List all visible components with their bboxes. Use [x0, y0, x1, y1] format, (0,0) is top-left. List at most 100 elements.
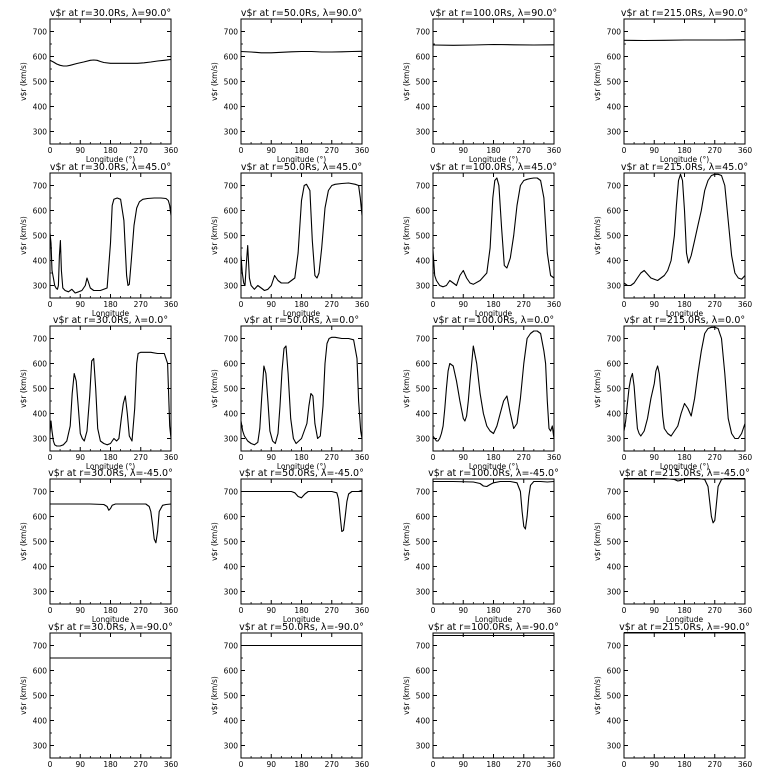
chart-panel: v$r at r=215.0Rs, λ=90.0° 0 90 180 270 360 300… — [593, 8, 752, 164]
y-tick-label: 500 — [607, 538, 622, 547]
series-line — [49, 197, 172, 294]
y-tick-label: 600 — [33, 207, 48, 216]
y-axis-label: v$r (km/s) — [210, 369, 219, 408]
x-tick-label: 270 — [517, 453, 532, 462]
x-tick-label: 180 — [677, 606, 692, 615]
x-tick-label: 90 — [75, 300, 85, 309]
x-tick-label: 90 — [649, 606, 659, 615]
x-tick-label: 90 — [75, 453, 85, 462]
series-line — [240, 336, 363, 446]
y-tick-label: 400 — [224, 717, 239, 726]
x-tick-label: 0 — [239, 606, 244, 615]
x-axis-label: Longitude — [92, 615, 130, 624]
y-tick-label: 300 — [416, 588, 431, 597]
y-tick-label: 600 — [607, 667, 622, 676]
series-line — [432, 43, 555, 46]
x-tick-label: 0 — [431, 453, 436, 462]
chart-title: v$r at r=215.0Rs, λ=0.0° — [624, 315, 745, 326]
x-tick-label: 90 — [266, 300, 276, 309]
chart-panel: v$r at r=100.0Rs, λ=90.0° 0 90 180 270 360 300… — [402, 8, 561, 164]
x-tick-label: 180 — [677, 760, 692, 768]
x-tick-label: 270 — [708, 760, 723, 768]
y-tick-label: 700 — [416, 182, 431, 191]
y-tick-label: 700 — [224, 182, 239, 191]
y-tick-label: 500 — [416, 538, 431, 547]
y-tick-label: 400 — [416, 103, 431, 112]
x-tick-label: 270 — [325, 300, 340, 309]
x-tick-label: 90 — [266, 453, 276, 462]
plot-frame — [49, 325, 172, 452]
y-axis-label: v$r (km/s) — [593, 522, 602, 561]
y-tick-label: 400 — [33, 563, 48, 572]
y-axis-label: v$r (km/s) — [210, 62, 219, 101]
x-tick-label: 90 — [649, 760, 659, 768]
y-axis-label: v$r (km/s) — [19, 676, 28, 715]
x-tick-label: 180 — [294, 453, 309, 462]
y-tick-label: 700 — [416, 28, 431, 37]
y-tick-label: 700 — [224, 642, 239, 651]
x-axis-label: Longitude (°) — [469, 462, 518, 471]
x-tick-label: 270 — [708, 606, 723, 615]
plot-frame — [623, 478, 746, 605]
x-tick-label: 360 — [547, 300, 562, 309]
x-axis-label: Longitude (°) — [660, 155, 709, 164]
y-tick-label: 500 — [416, 78, 431, 87]
y-tick-label: 600 — [33, 360, 48, 369]
x-tick-label: 360 — [164, 453, 179, 462]
y-tick-label: 600 — [33, 513, 48, 522]
x-tick-label: 180 — [486, 146, 501, 155]
series-line — [240, 50, 363, 54]
x-tick-label: 0 — [431, 300, 436, 309]
x-tick-label: 0 — [431, 760, 436, 768]
y-tick-label: 600 — [33, 53, 48, 62]
chart-title: v$r at r=50.0Rs, λ=-90.0° — [239, 622, 364, 633]
y-tick-label: 300 — [224, 435, 239, 444]
y-tick-label: 400 — [33, 717, 48, 726]
y-tick-label: 600 — [416, 53, 431, 62]
y-tick-label: 600 — [224, 207, 239, 216]
x-tick-label: 180 — [486, 453, 501, 462]
plot-frame — [49, 632, 172, 759]
y-tick-label: 400 — [224, 257, 239, 266]
plot-frame — [432, 478, 555, 605]
y-tick-label: 300 — [607, 435, 622, 444]
y-tick-label: 300 — [33, 435, 48, 444]
x-tick-label: 90 — [75, 606, 85, 615]
x-tick-label: 0 — [622, 146, 627, 155]
x-tick-label: 270 — [325, 453, 340, 462]
x-tick-label: 270 — [325, 606, 340, 615]
chart-panel: v$r at r=50.0Rs, λ=-90.0° 0 90 180 270 360 300… — [210, 622, 369, 768]
chart-title: v$r at r=215.0Rs, λ=90.0° — [621, 8, 748, 19]
x-tick-label: 360 — [355, 606, 370, 615]
y-tick-label: 300 — [607, 282, 622, 291]
x-axis-label: Longitude — [666, 309, 704, 318]
x-tick-label: 270 — [708, 453, 723, 462]
y-axis-label: v$r (km/s) — [402, 676, 411, 715]
y-axis-label: v$r (km/s) — [402, 522, 411, 561]
plot-frame — [623, 172, 746, 299]
x-tick-label: 360 — [164, 146, 179, 155]
chart-panel: v$r at r=50.0Rs, λ=0.0° 0 90 180 270 360 300 40… — [210, 315, 369, 471]
x-tick-label: 0 — [622, 453, 627, 462]
y-axis-label: v$r (km/s) — [402, 216, 411, 255]
y-tick-label: 400 — [607, 410, 622, 419]
y-tick-label: 700 — [33, 28, 48, 37]
y-tick-label: 600 — [416, 207, 431, 216]
x-tick-label: 0 — [239, 760, 244, 768]
plot-frame — [432, 632, 555, 759]
chart-title: v$r at r=100.0Rs, λ=0.0° — [433, 315, 554, 326]
y-tick-label: 400 — [33, 410, 48, 419]
x-tick-label: 270 — [708, 300, 723, 309]
chart-title: v$r at r=50.0Rs, λ=0.0° — [244, 315, 359, 326]
x-tick-label: 360 — [547, 760, 562, 768]
plot-frame — [240, 18, 363, 145]
y-tick-label: 700 — [607, 642, 622, 651]
chart-title: v$r at r=100.0Rs, λ=-90.0° — [428, 622, 559, 633]
y-tick-label: 300 — [416, 282, 431, 291]
x-tick-label: 270 — [325, 146, 340, 155]
series-line — [432, 330, 555, 442]
y-axis-label: v$r (km/s) — [210, 522, 219, 561]
x-tick-label: 360 — [164, 606, 179, 615]
x-tick-label: 180 — [677, 300, 692, 309]
